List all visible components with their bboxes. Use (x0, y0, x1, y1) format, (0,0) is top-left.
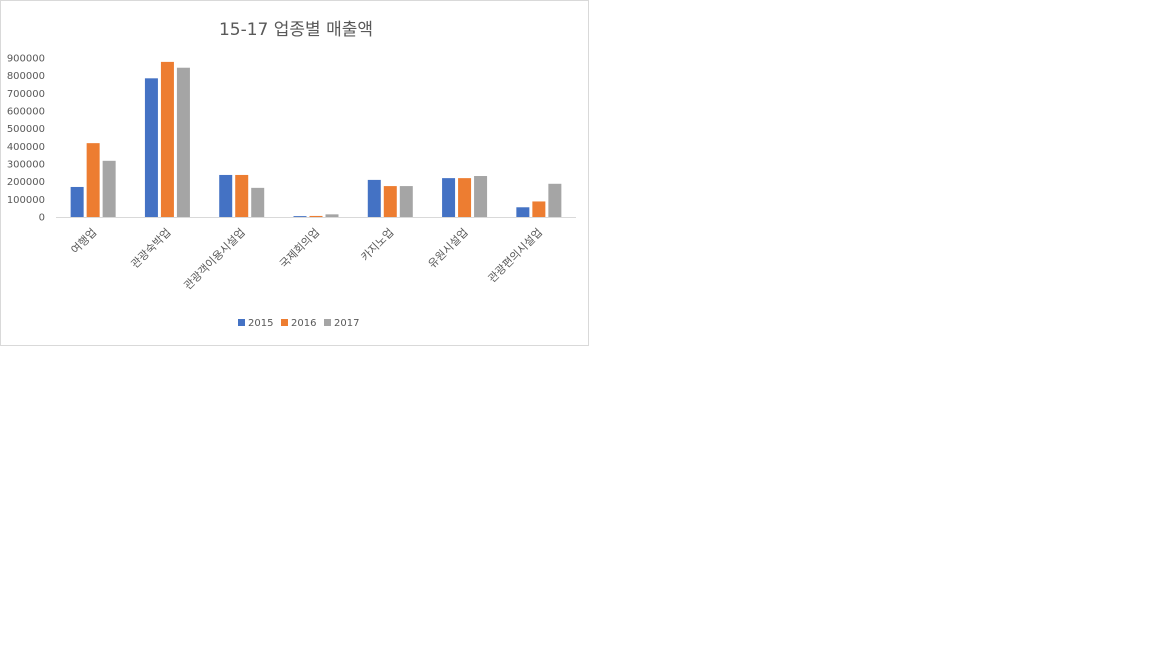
x-tick-label: 국제회의업 (277, 226, 322, 271)
y-tick-label: 100000 (7, 195, 45, 206)
x-axis-ticks: 여행업 관광숙박업 관광객이용시설업 국제회의업 카지노업 유원시설업 관광편의시설업 (69, 226, 545, 292)
y-tick-label: 0 (39, 213, 45, 224)
y-tick-label: 900000 (7, 54, 45, 65)
x-tick-label: 여행업 (69, 226, 100, 257)
x-tick-label: 카지노업 (359, 226, 397, 264)
bar-2017-2 (251, 187, 265, 217)
y-tick-label: 800000 (7, 71, 45, 82)
y-tick-label: 700000 (7, 89, 45, 100)
bar-2016-1 (160, 61, 174, 218)
bar-2016-0 (86, 143, 100, 217)
bar-2017-1 (176, 67, 190, 217)
y-tick-label: 500000 (7, 124, 45, 135)
bar-2016-6 (532, 201, 546, 217)
x-tick-label: 관광편의시설업 (486, 226, 545, 285)
bar-chart: 15-17 업종별 매출액 0 100000 200000 300000 400000 5… (7, 20, 576, 329)
bar-2016-2 (235, 174, 249, 217)
chart-frame: 15-17 업종별 매출액 0 100000 200000 300000 400000 5… (0, 0, 589, 346)
bar-2015-5 (442, 178, 456, 217)
legend-swatch-2016 (281, 319, 288, 326)
bar-2016-4 (383, 186, 397, 217)
x-tick-label: 유원시설업 (426, 226, 471, 271)
bar-2015-2 (219, 174, 233, 217)
x-tick-label: 관광객이용시설업 (181, 226, 247, 292)
legend-label: 2015 (248, 318, 273, 329)
bars (70, 61, 562, 218)
bar-2017-3 (325, 214, 339, 217)
x-tick-label: 관광숙박업 (129, 226, 174, 271)
bar-2017-4 (399, 186, 413, 217)
y-axis-ticks: 0 100000 200000 300000 400000 500000 600000 700… (7, 54, 45, 224)
legend-label: 2017 (334, 318, 359, 329)
bar-2015-0 (70, 186, 84, 217)
bar-2017-5 (474, 176, 488, 217)
bar-2015-1 (144, 78, 158, 217)
bar-2017-0 (102, 160, 116, 217)
y-tick-label: 400000 (7, 142, 45, 153)
bar-2015-6 (516, 207, 530, 217)
y-tick-label: 300000 (7, 160, 45, 171)
bar-2015-4 (367, 179, 381, 217)
legend-swatch-2017 (324, 319, 331, 326)
bar-2017-6 (548, 183, 562, 217)
bar-2016-3 (309, 215, 323, 217)
chart-title: 15-17 업종별 매출액 (219, 20, 373, 40)
y-tick-label: 600000 (7, 107, 45, 118)
legend: 2015 2016 2017 (238, 318, 359, 329)
bar-2016-5 (458, 178, 472, 217)
y-tick-label: 200000 (7, 177, 45, 188)
legend-label: 2016 (291, 318, 316, 329)
bar-2015-3 (293, 216, 307, 217)
legend-swatch-2015 (238, 319, 245, 326)
